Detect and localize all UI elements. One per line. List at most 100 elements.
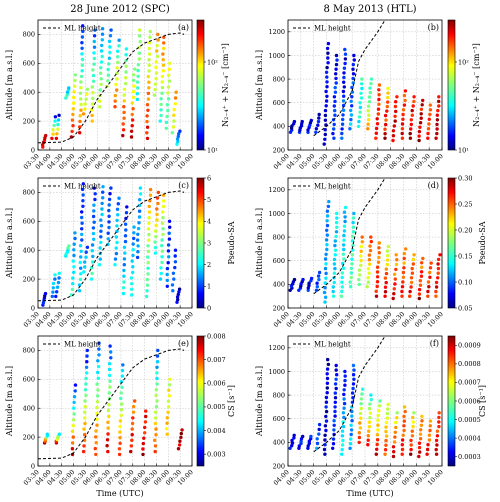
data-point bbox=[333, 113, 337, 117]
data-point bbox=[334, 363, 338, 368]
data-point bbox=[166, 108, 170, 113]
data-point bbox=[71, 418, 76, 422]
data-point bbox=[156, 38, 160, 42]
colorbar bbox=[196, 335, 205, 467]
data-point bbox=[106, 73, 111, 77]
data-point bbox=[368, 248, 373, 253]
data-point bbox=[131, 410, 136, 414]
data-point bbox=[132, 236, 136, 241]
data-point bbox=[349, 437, 353, 441]
data-point bbox=[173, 96, 178, 100]
data-point bbox=[323, 438, 327, 442]
data-point bbox=[155, 376, 159, 381]
data-point bbox=[324, 238, 329, 242]
data-point bbox=[419, 116, 423, 120]
data-point bbox=[412, 95, 416, 99]
data-point bbox=[340, 434, 345, 438]
data-point bbox=[129, 449, 133, 454]
data-point bbox=[411, 257, 416, 262]
data-point bbox=[333, 400, 337, 404]
data-point bbox=[170, 131, 174, 135]
data-point bbox=[156, 201, 160, 206]
data-point bbox=[333, 243, 337, 248]
data-point bbox=[420, 414, 424, 419]
data-point bbox=[120, 374, 125, 378]
data-point bbox=[435, 429, 440, 433]
data-point bbox=[341, 103, 346, 108]
data-point bbox=[343, 219, 347, 224]
data-point bbox=[166, 249, 171, 253]
data-point bbox=[376, 413, 380, 418]
data-point bbox=[176, 297, 180, 302]
data-point bbox=[437, 424, 441, 429]
y-tick-label: 800 bbox=[273, 233, 285, 241]
data-point bbox=[421, 98, 425, 103]
data-point bbox=[351, 216, 356, 220]
data-point bbox=[84, 376, 88, 381]
data-point bbox=[99, 60, 104, 64]
data-point bbox=[334, 67, 338, 71]
data-point bbox=[366, 127, 370, 131]
y-axis-label: Altitude [m a.s.l.] bbox=[5, 366, 14, 437]
data-point bbox=[436, 108, 440, 113]
data-point bbox=[392, 124, 396, 128]
colorbar-label: N₂₋₄⁺ + N₂₋₄⁻ [cm⁻³] bbox=[221, 43, 230, 127]
y-tick-label: 400 bbox=[273, 123, 285, 131]
data-point bbox=[107, 414, 111, 419]
colorbar-tick-label: 0 bbox=[207, 304, 211, 312]
data-point bbox=[106, 420, 110, 424]
data-point bbox=[377, 83, 382, 87]
data-point bbox=[386, 95, 390, 100]
panel-c: 03:3004:0004:3005:0005:3006:0006:3007:00… bbox=[5, 174, 236, 329]
data-point bbox=[375, 275, 380, 279]
data-point bbox=[342, 238, 346, 242]
data-point bbox=[351, 386, 355, 391]
data-point bbox=[122, 274, 126, 278]
data-point bbox=[339, 294, 344, 298]
data-point bbox=[90, 119, 95, 123]
data-point bbox=[375, 433, 380, 437]
data-point bbox=[411, 104, 415, 108]
data-point bbox=[131, 253, 135, 258]
data-point bbox=[402, 414, 406, 419]
data-point bbox=[113, 105, 117, 109]
data-point bbox=[377, 241, 381, 245]
data-point bbox=[324, 428, 328, 433]
y-axis-label: Altitude [m a.s.l.] bbox=[5, 50, 14, 121]
data-point bbox=[350, 90, 355, 94]
data-point bbox=[401, 108, 406, 112]
data-point bbox=[386, 244, 391, 249]
data-point bbox=[412, 99, 416, 104]
data-point bbox=[130, 293, 134, 297]
panel-d: 04:0004:3005:0005:3006:0006:3007:0007:30… bbox=[255, 174, 487, 329]
data-point bbox=[359, 91, 363, 96]
data-point bbox=[144, 294, 149, 299]
data-point bbox=[322, 142, 326, 146]
data-point bbox=[175, 300, 179, 304]
data-point bbox=[334, 368, 338, 372]
data-point bbox=[392, 292, 396, 296]
colorbar-tick-label: 0.30 bbox=[458, 174, 472, 182]
y-tick-label: 800 bbox=[273, 75, 285, 83]
data-point bbox=[137, 34, 142, 38]
data-point bbox=[331, 442, 336, 446]
data-point bbox=[155, 360, 160, 364]
data-point bbox=[70, 441, 75, 445]
data-point bbox=[322, 290, 327, 295]
data-point bbox=[324, 409, 329, 414]
data-point bbox=[374, 452, 378, 456]
data-point bbox=[93, 192, 97, 196]
data-point bbox=[53, 119, 57, 123]
data-point bbox=[359, 416, 363, 420]
data-point bbox=[374, 289, 378, 293]
data-point bbox=[116, 213, 120, 217]
data-point bbox=[366, 104, 371, 108]
data-point bbox=[325, 80, 329, 84]
data-point bbox=[366, 118, 371, 122]
data-point bbox=[92, 34, 97, 38]
panel-label: (e) bbox=[178, 339, 189, 348]
data-point bbox=[333, 405, 337, 409]
data-point bbox=[342, 392, 346, 397]
data-point bbox=[358, 411, 363, 416]
data-point bbox=[53, 277, 57, 281]
